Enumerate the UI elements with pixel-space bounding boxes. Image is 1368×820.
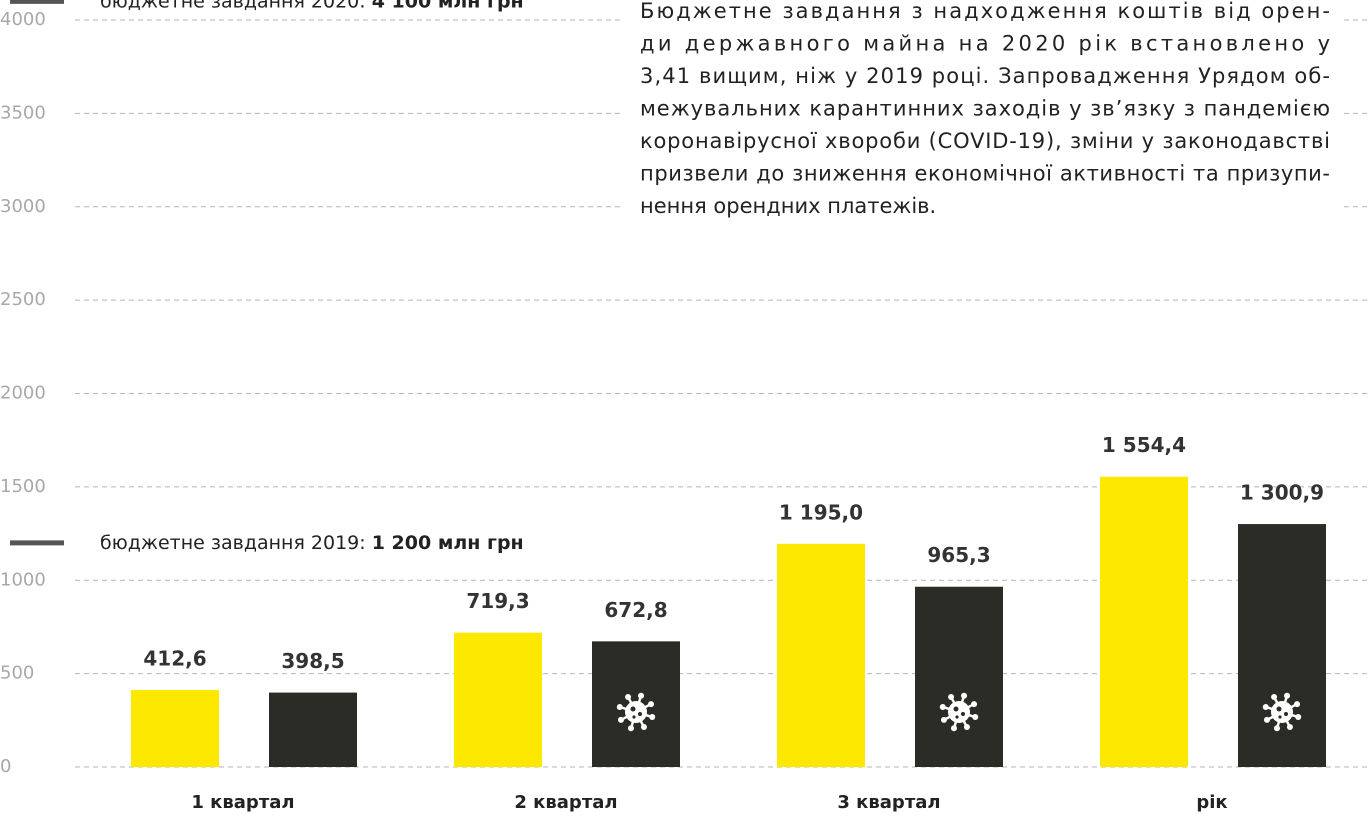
virus-dot <box>632 715 636 719</box>
virus-icon <box>939 692 979 732</box>
virus-spike-tip <box>940 716 947 723</box>
virus-body <box>948 701 970 723</box>
note-line: ди державного майна на 2020 рік встановл… <box>640 32 1330 56</box>
x-tick-label: 2 квартал <box>514 792 617 813</box>
bar <box>269 692 357 767</box>
data-label: 1 300,9 <box>1240 481 1324 505</box>
virus-spike-tip <box>638 692 645 699</box>
y-tick-label: 3500 <box>0 102 46 123</box>
virus-spike-tip <box>617 716 624 723</box>
virus-spike-tip <box>649 714 656 721</box>
virus-spike-tip <box>640 724 647 731</box>
virus-spike-tip <box>1273 725 1280 732</box>
virus-dot <box>955 715 959 719</box>
x-tick-label: 1 квартал <box>191 792 294 813</box>
y-tick-label: 1000 <box>0 569 46 590</box>
virus-icon <box>1262 692 1302 732</box>
virus-spike-tip <box>1262 703 1269 710</box>
data-label: 1 554,4 <box>1102 433 1186 457</box>
annotation-value: 4 100 млн грн <box>372 0 524 12</box>
y-tick-label: 1500 <box>0 476 46 497</box>
virus-dot <box>1284 712 1288 716</box>
virus-spike-tip <box>1263 716 1270 723</box>
note-line: 3,41 вищим, ніж у 2019 році. Запроваджен… <box>640 64 1330 88</box>
annotation-label: бюджетне завдання 2020: <box>100 0 372 12</box>
note-line: Бюджетне завдання з надходження коштів в… <box>640 0 1330 23</box>
virus-spike-tip <box>1271 693 1278 700</box>
y-tick-label: 2000 <box>0 383 46 404</box>
data-label: 672,8 <box>604 598 667 622</box>
annotation-label: бюджетне завдання 2019: <box>100 531 372 553</box>
virus-spike-tip <box>616 703 623 710</box>
note-line: призвели до зниження економічної активно… <box>640 162 1330 186</box>
virus-spike-tip <box>961 692 968 699</box>
x-tick-label: рік <box>1196 792 1227 813</box>
virus-dot <box>953 706 959 712</box>
bar <box>777 543 865 767</box>
bar <box>915 586 1003 767</box>
data-label: 719,3 <box>466 589 529 613</box>
virus-dot <box>961 712 965 716</box>
y-tick-label: 2500 <box>0 289 46 310</box>
bar <box>454 632 542 767</box>
virus-dot <box>1276 706 1282 712</box>
bar <box>1238 524 1326 767</box>
virus-spike-tip <box>625 693 632 700</box>
virus-spike-tip <box>939 703 946 710</box>
note-line: нення орендних платежів. <box>640 194 936 218</box>
virus-spike-tip <box>1295 714 1302 721</box>
note-line: коронавірусної хвороби (COVID-19), зміни… <box>640 129 1330 153</box>
virus-icon <box>616 692 656 732</box>
virus-dot <box>1278 715 1282 719</box>
note-line: межувальних карантинних заходів у зв’язк… <box>640 97 1330 121</box>
virus-spike-tip <box>1294 701 1301 708</box>
virus-body <box>625 701 647 723</box>
data-label: 1 195,0 <box>779 500 863 524</box>
y-tick-label: 0 <box>0 756 11 777</box>
virus-spike-tip <box>648 701 655 708</box>
annotation-value: 1 200 млн грн <box>372 531 524 553</box>
virus-spike-tip <box>963 724 970 731</box>
virus-body <box>1271 701 1293 723</box>
virus-spike-tip <box>950 725 957 732</box>
virus-spike-tip <box>971 701 978 708</box>
data-label: 398,5 <box>281 649 344 673</box>
virus-spike-tip <box>627 725 634 732</box>
y-tick-label: 4000 <box>0 9 46 30</box>
note-background <box>622 0 1340 215</box>
data-label: 412,6 <box>143 646 206 670</box>
data-label: 965,3 <box>927 543 990 567</box>
x-tick-label: 3 квартал <box>837 792 940 813</box>
bar <box>131 689 219 767</box>
virus-dot <box>638 712 642 716</box>
annotation: бюджетне завдання 2020: 4 100 млн грн <box>100 0 524 12</box>
virus-spike-tip <box>948 693 955 700</box>
virus-dot <box>630 706 636 712</box>
virus-spike-tip <box>972 714 979 721</box>
y-tick-label: 500 <box>0 663 34 684</box>
annotation: бюджетне завдання 2019: 1 200 млн грн <box>100 531 524 553</box>
virus-spike-tip <box>1286 724 1293 731</box>
y-tick-label: 3000 <box>0 196 46 217</box>
bar <box>1100 476 1188 767</box>
virus-spike-tip <box>1284 692 1291 699</box>
